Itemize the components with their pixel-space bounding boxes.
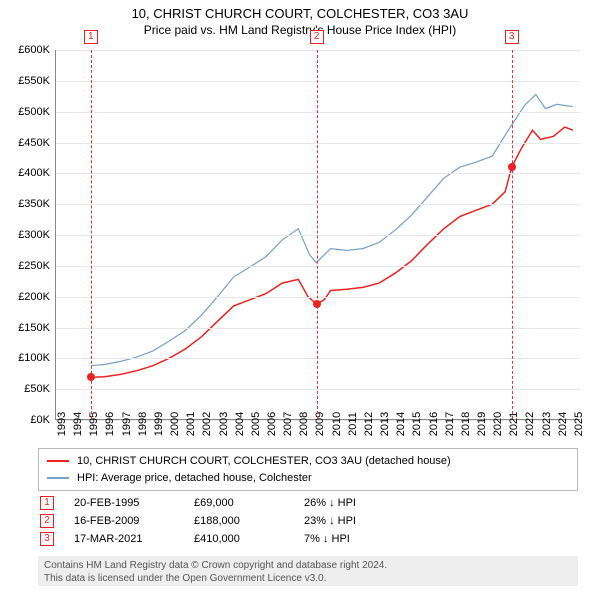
x-axis-label: 2025 — [573, 412, 585, 436]
legend-swatch-property — [47, 460, 69, 462]
plot-area: £0K£50K£100K£150K£200K£250K£300K£350K£40… — [55, 50, 580, 420]
gridline-h — [56, 204, 580, 205]
y-axis-label: £250K — [18, 260, 50, 272]
x-axis-label: 2005 — [250, 412, 262, 436]
gridline-h — [56, 50, 580, 51]
y-axis-label: £450K — [18, 137, 50, 149]
event-num-box: 2 — [40, 514, 54, 528]
y-axis-label: £600K — [18, 44, 50, 56]
y-axis-label: £350K — [18, 198, 50, 210]
x-axis-label: 2018 — [460, 412, 472, 436]
event-marker-box: 2 — [310, 30, 324, 44]
x-axis-label: 2006 — [266, 412, 278, 436]
event-vline — [91, 50, 92, 419]
chart-container: 10, CHRIST CHURCH COURT, COLCHESTER, CO3… — [0, 0, 600, 590]
event-diff: 26% ↓ HPI — [304, 497, 356, 509]
gridline-h — [56, 235, 580, 236]
gridline-h — [56, 358, 580, 359]
event-price: £410,000 — [194, 533, 284, 545]
gridline-h — [56, 173, 580, 174]
x-axis-label: 2002 — [201, 412, 213, 436]
y-axis-label: £0K — [30, 414, 50, 426]
gridline-h — [56, 389, 580, 390]
x-axis-label: 2011 — [347, 412, 359, 436]
x-axis-label: 2021 — [508, 412, 520, 436]
event-row: 3 17-MAR-2021 £410,000 7% ↓ HPI — [38, 530, 578, 548]
gridline-h — [56, 328, 580, 329]
event-price: £188,000 — [194, 515, 284, 527]
event-vline — [512, 50, 513, 419]
x-axis-label: 2007 — [282, 412, 294, 436]
event-date: 20-FEB-1995 — [74, 497, 174, 509]
x-axis-label: 2020 — [492, 412, 504, 436]
event-diff: 7% ↓ HPI — [304, 533, 350, 545]
event-num-box: 1 — [40, 496, 54, 510]
y-axis-label: £550K — [18, 75, 50, 87]
gridline-h — [56, 112, 580, 113]
x-axis-label: 2017 — [444, 412, 456, 436]
series-line-property — [91, 127, 573, 377]
x-axis-label: 1997 — [121, 412, 133, 436]
event-date: 16-FEB-2009 — [74, 515, 174, 527]
events-table: 1 20-FEB-1995 £69,000 26% ↓ HPI 2 16-FEB… — [38, 494, 578, 548]
x-axis-label: 2014 — [395, 412, 407, 436]
event-row: 1 20-FEB-1995 £69,000 26% ↓ HPI — [38, 494, 578, 512]
x-axis-label: 1998 — [137, 412, 149, 436]
chart-title: 10, CHRIST CHURCH COURT, COLCHESTER, CO3… — [0, 6, 600, 23]
y-axis-label: £50K — [24, 383, 50, 395]
x-axis-label: 2004 — [234, 412, 246, 436]
event-row: 2 16-FEB-2009 £188,000 23% ↓ HPI — [38, 512, 578, 530]
x-axis-label: 2013 — [379, 412, 391, 436]
event-vline — [317, 50, 318, 419]
y-axis-label: £200K — [18, 291, 50, 303]
legend-swatch-hpi — [47, 477, 69, 479]
x-axis-label: 1999 — [153, 412, 165, 436]
y-axis-label: £150K — [18, 322, 50, 334]
legend-box: 10, CHRIST CHURCH COURT, COLCHESTER, CO3… — [38, 448, 578, 491]
event-date: 17-MAR-2021 — [74, 533, 174, 545]
x-axis-label: 2000 — [169, 412, 181, 436]
x-axis-label: 2001 — [185, 412, 197, 436]
y-axis-label: £300K — [18, 229, 50, 241]
y-axis-label: £500K — [18, 106, 50, 118]
event-price: £69,000 — [194, 497, 284, 509]
x-axis-label: 2003 — [218, 412, 230, 436]
event-marker-box: 1 — [84, 30, 98, 44]
attribution-line1: Contains HM Land Registry data © Crown c… — [44, 559, 572, 572]
attribution-box: Contains HM Land Registry data © Crown c… — [38, 556, 578, 586]
gridline-h — [56, 297, 580, 298]
event-num-box: 3 — [40, 532, 54, 546]
event-diff: 23% ↓ HPI — [304, 515, 356, 527]
gridline-h — [56, 266, 580, 267]
gridline-h — [56, 81, 580, 82]
x-axis-label: 2010 — [331, 412, 343, 436]
series-line-hpi — [91, 94, 573, 365]
x-axis-label: 2022 — [524, 412, 536, 436]
attribution-line2: This data is licensed under the Open Gov… — [44, 572, 572, 585]
x-axis-label: 2023 — [541, 412, 553, 436]
event-dot — [313, 300, 321, 308]
legend-label-hpi: HPI: Average price, detached house, Colc… — [77, 470, 312, 487]
legend-label-property: 10, CHRIST CHURCH COURT, COLCHESTER, CO3… — [77, 453, 451, 470]
x-axis-label: 1994 — [72, 412, 84, 436]
x-axis-label: 2024 — [557, 412, 569, 436]
x-axis-label: 1993 — [56, 412, 68, 436]
x-axis-label: 2008 — [298, 412, 310, 436]
x-axis-label: 2015 — [411, 412, 423, 436]
event-marker-box: 3 — [505, 30, 519, 44]
y-axis-label: £400K — [18, 167, 50, 179]
x-axis-label: 2012 — [363, 412, 375, 436]
event-dot — [87, 373, 95, 381]
gridline-h — [56, 143, 580, 144]
x-axis-label: 1996 — [104, 412, 116, 436]
legend-row-hpi: HPI: Average price, detached house, Colc… — [47, 470, 569, 487]
x-axis-label: 2019 — [476, 412, 488, 436]
event-dot — [508, 163, 516, 171]
y-axis-label: £100K — [18, 352, 50, 364]
legend-row-property: 10, CHRIST CHURCH COURT, COLCHESTER, CO3… — [47, 453, 569, 470]
x-axis-label: 2016 — [428, 412, 440, 436]
